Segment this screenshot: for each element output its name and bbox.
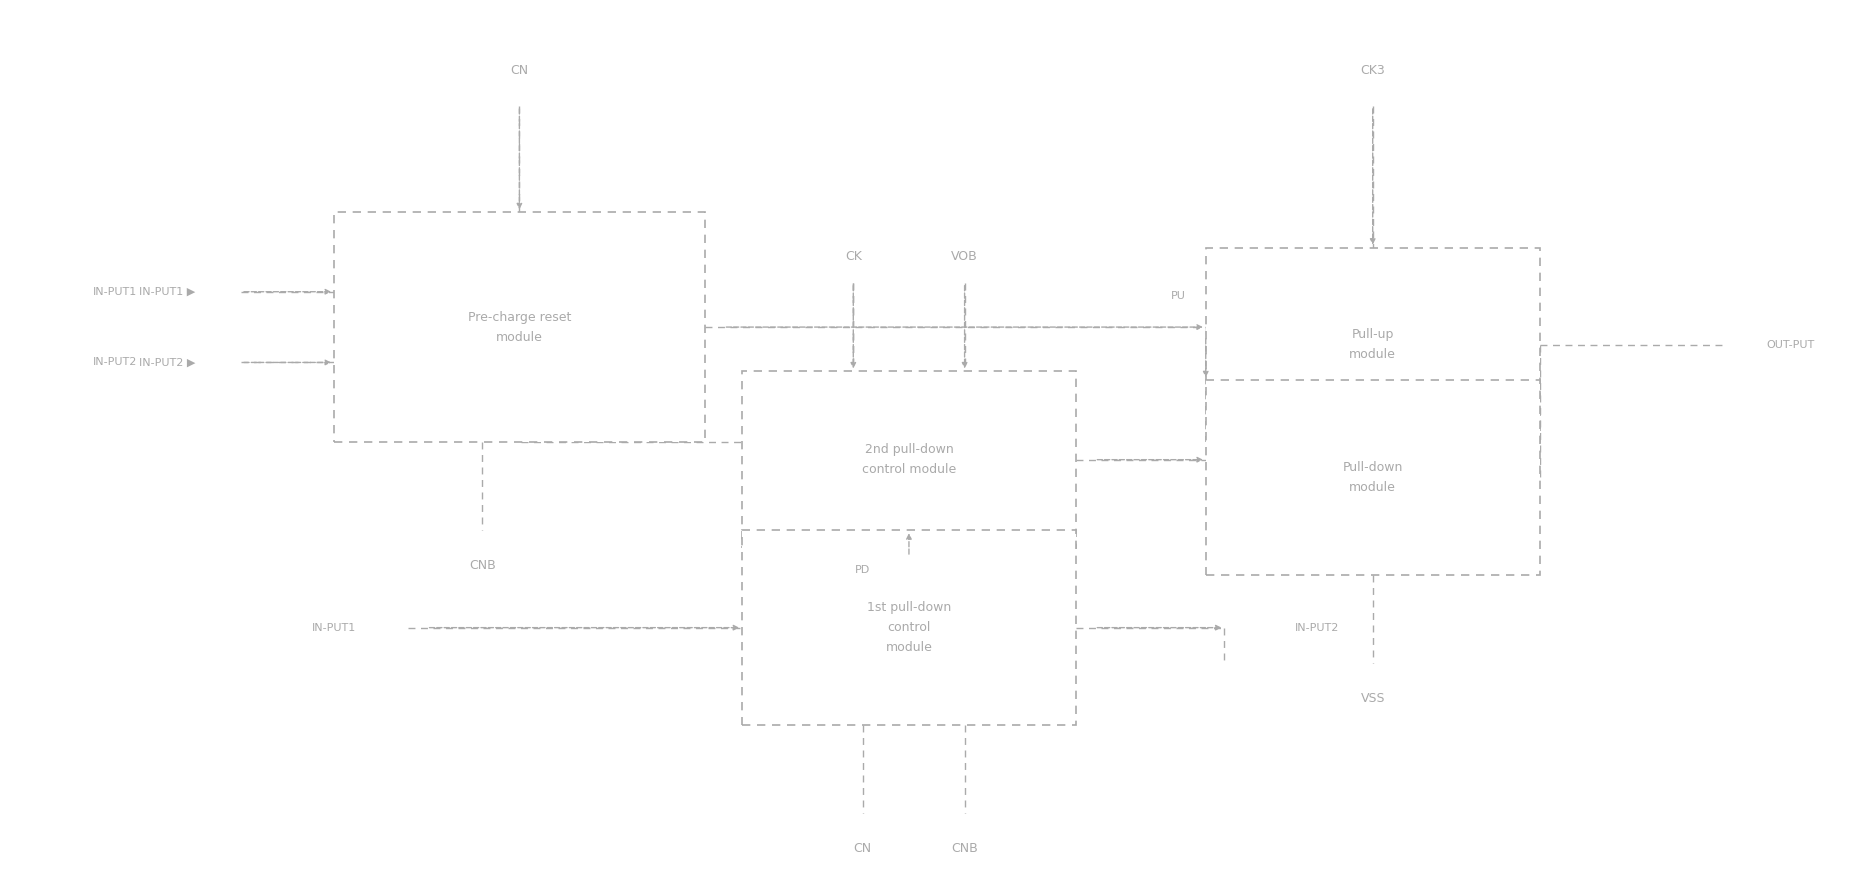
- Text: OUT-PUT: OUT-PUT: [1766, 339, 1814, 350]
- Text: IN-PUT2: IN-PUT2: [93, 357, 137, 368]
- Text: VOB: VOB: [952, 250, 978, 263]
- Text: 1st pull-down
control
module: 1st pull-down control module: [866, 601, 952, 654]
- Bar: [742, 371, 1076, 548]
- Bar: [1206, 380, 1540, 575]
- Text: CNB: CNB: [469, 560, 495, 572]
- Text: IN-PUT1 ▶: IN-PUT1 ▶: [139, 286, 195, 297]
- Text: CN: CN: [853, 842, 872, 855]
- Text: CN: CN: [510, 65, 529, 77]
- Text: Pull-up
module: Pull-up module: [1349, 328, 1397, 362]
- Bar: [1206, 248, 1540, 442]
- Text: IN-PUT2: IN-PUT2: [1295, 622, 1339, 633]
- Bar: [334, 212, 705, 442]
- Text: PU: PU: [1171, 291, 1185, 301]
- Text: CK: CK: [844, 250, 863, 263]
- Text: 2nd pull-down
control module: 2nd pull-down control module: [863, 443, 955, 476]
- Text: CK3: CK3: [1360, 65, 1386, 77]
- Text: IN-PUT1: IN-PUT1: [312, 622, 356, 633]
- Text: IN-PUT2 ▶: IN-PUT2 ▶: [139, 357, 195, 368]
- Text: VSS: VSS: [1360, 692, 1386, 705]
- Text: PD: PD: [855, 565, 870, 575]
- Text: IN-PUT1: IN-PUT1: [93, 286, 137, 297]
- Text: CNB: CNB: [952, 842, 978, 855]
- Text: Pull-down
module: Pull-down module: [1343, 461, 1402, 494]
- Bar: [742, 530, 1076, 725]
- Text: Pre-charge reset
module: Pre-charge reset module: [467, 310, 571, 344]
